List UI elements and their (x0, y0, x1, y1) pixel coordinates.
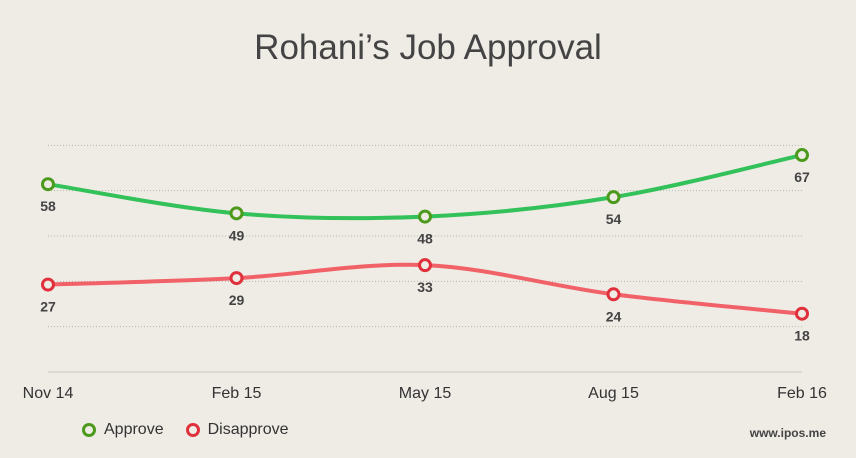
x-tick-label: Feb 16 (777, 385, 827, 402)
data-point-disapprove[interactable] (229, 271, 244, 286)
legend-marker-disapprove-icon (185, 423, 200, 437)
data-point-approve[interactable] (229, 206, 244, 221)
data-point-disapprove[interactable] (795, 306, 809, 321)
data-point-approve[interactable] (795, 148, 809, 163)
data-point-disapprove[interactable] (418, 258, 432, 273)
data-label-disapprove: 24 (606, 308, 622, 324)
data-point-approve[interactable] (606, 190, 621, 205)
data-label-disapprove: 18 (794, 328, 810, 344)
legend-marker-approve-icon (82, 423, 96, 437)
x-tick-label: Nov 14 (23, 385, 74, 402)
x-tick-label: May 15 (399, 385, 452, 402)
legend-label-approve: Approve (104, 421, 164, 438)
chart-title: Rohani’s Job Approval (254, 28, 602, 67)
data-label-approve: 67 (794, 169, 810, 185)
data-label-disapprove: 27 (40, 299, 56, 315)
x-tick-label: Aug 15 (588, 385, 639, 402)
data-point-disapprove[interactable] (606, 287, 621, 302)
data-label-approve: 54 (606, 211, 622, 227)
data-label-approve: 49 (229, 227, 245, 243)
series-line-approve (46, 153, 804, 221)
legend-label-disapprove: Disapprove (207, 421, 289, 438)
data-label-approve: 48 (417, 231, 433, 247)
legend: Approve Disapprove (82, 421, 311, 439)
data-point-approve[interactable] (418, 209, 432, 224)
legend-item-approve[interactable]: Approve (82, 421, 164, 439)
source-credit: www.ipos.me (749, 426, 826, 440)
data-label-approve: 58 (40, 198, 56, 214)
data-label-disapprove: 33 (417, 279, 433, 295)
legend-item-disapprove[interactable]: Disapprove (185, 421, 289, 439)
data-point-disapprove[interactable] (41, 277, 55, 292)
data-point-approve[interactable] (41, 177, 55, 192)
data-label-disapprove: 29 (229, 292, 245, 308)
x-tick-label: Feb 15 (212, 385, 262, 402)
